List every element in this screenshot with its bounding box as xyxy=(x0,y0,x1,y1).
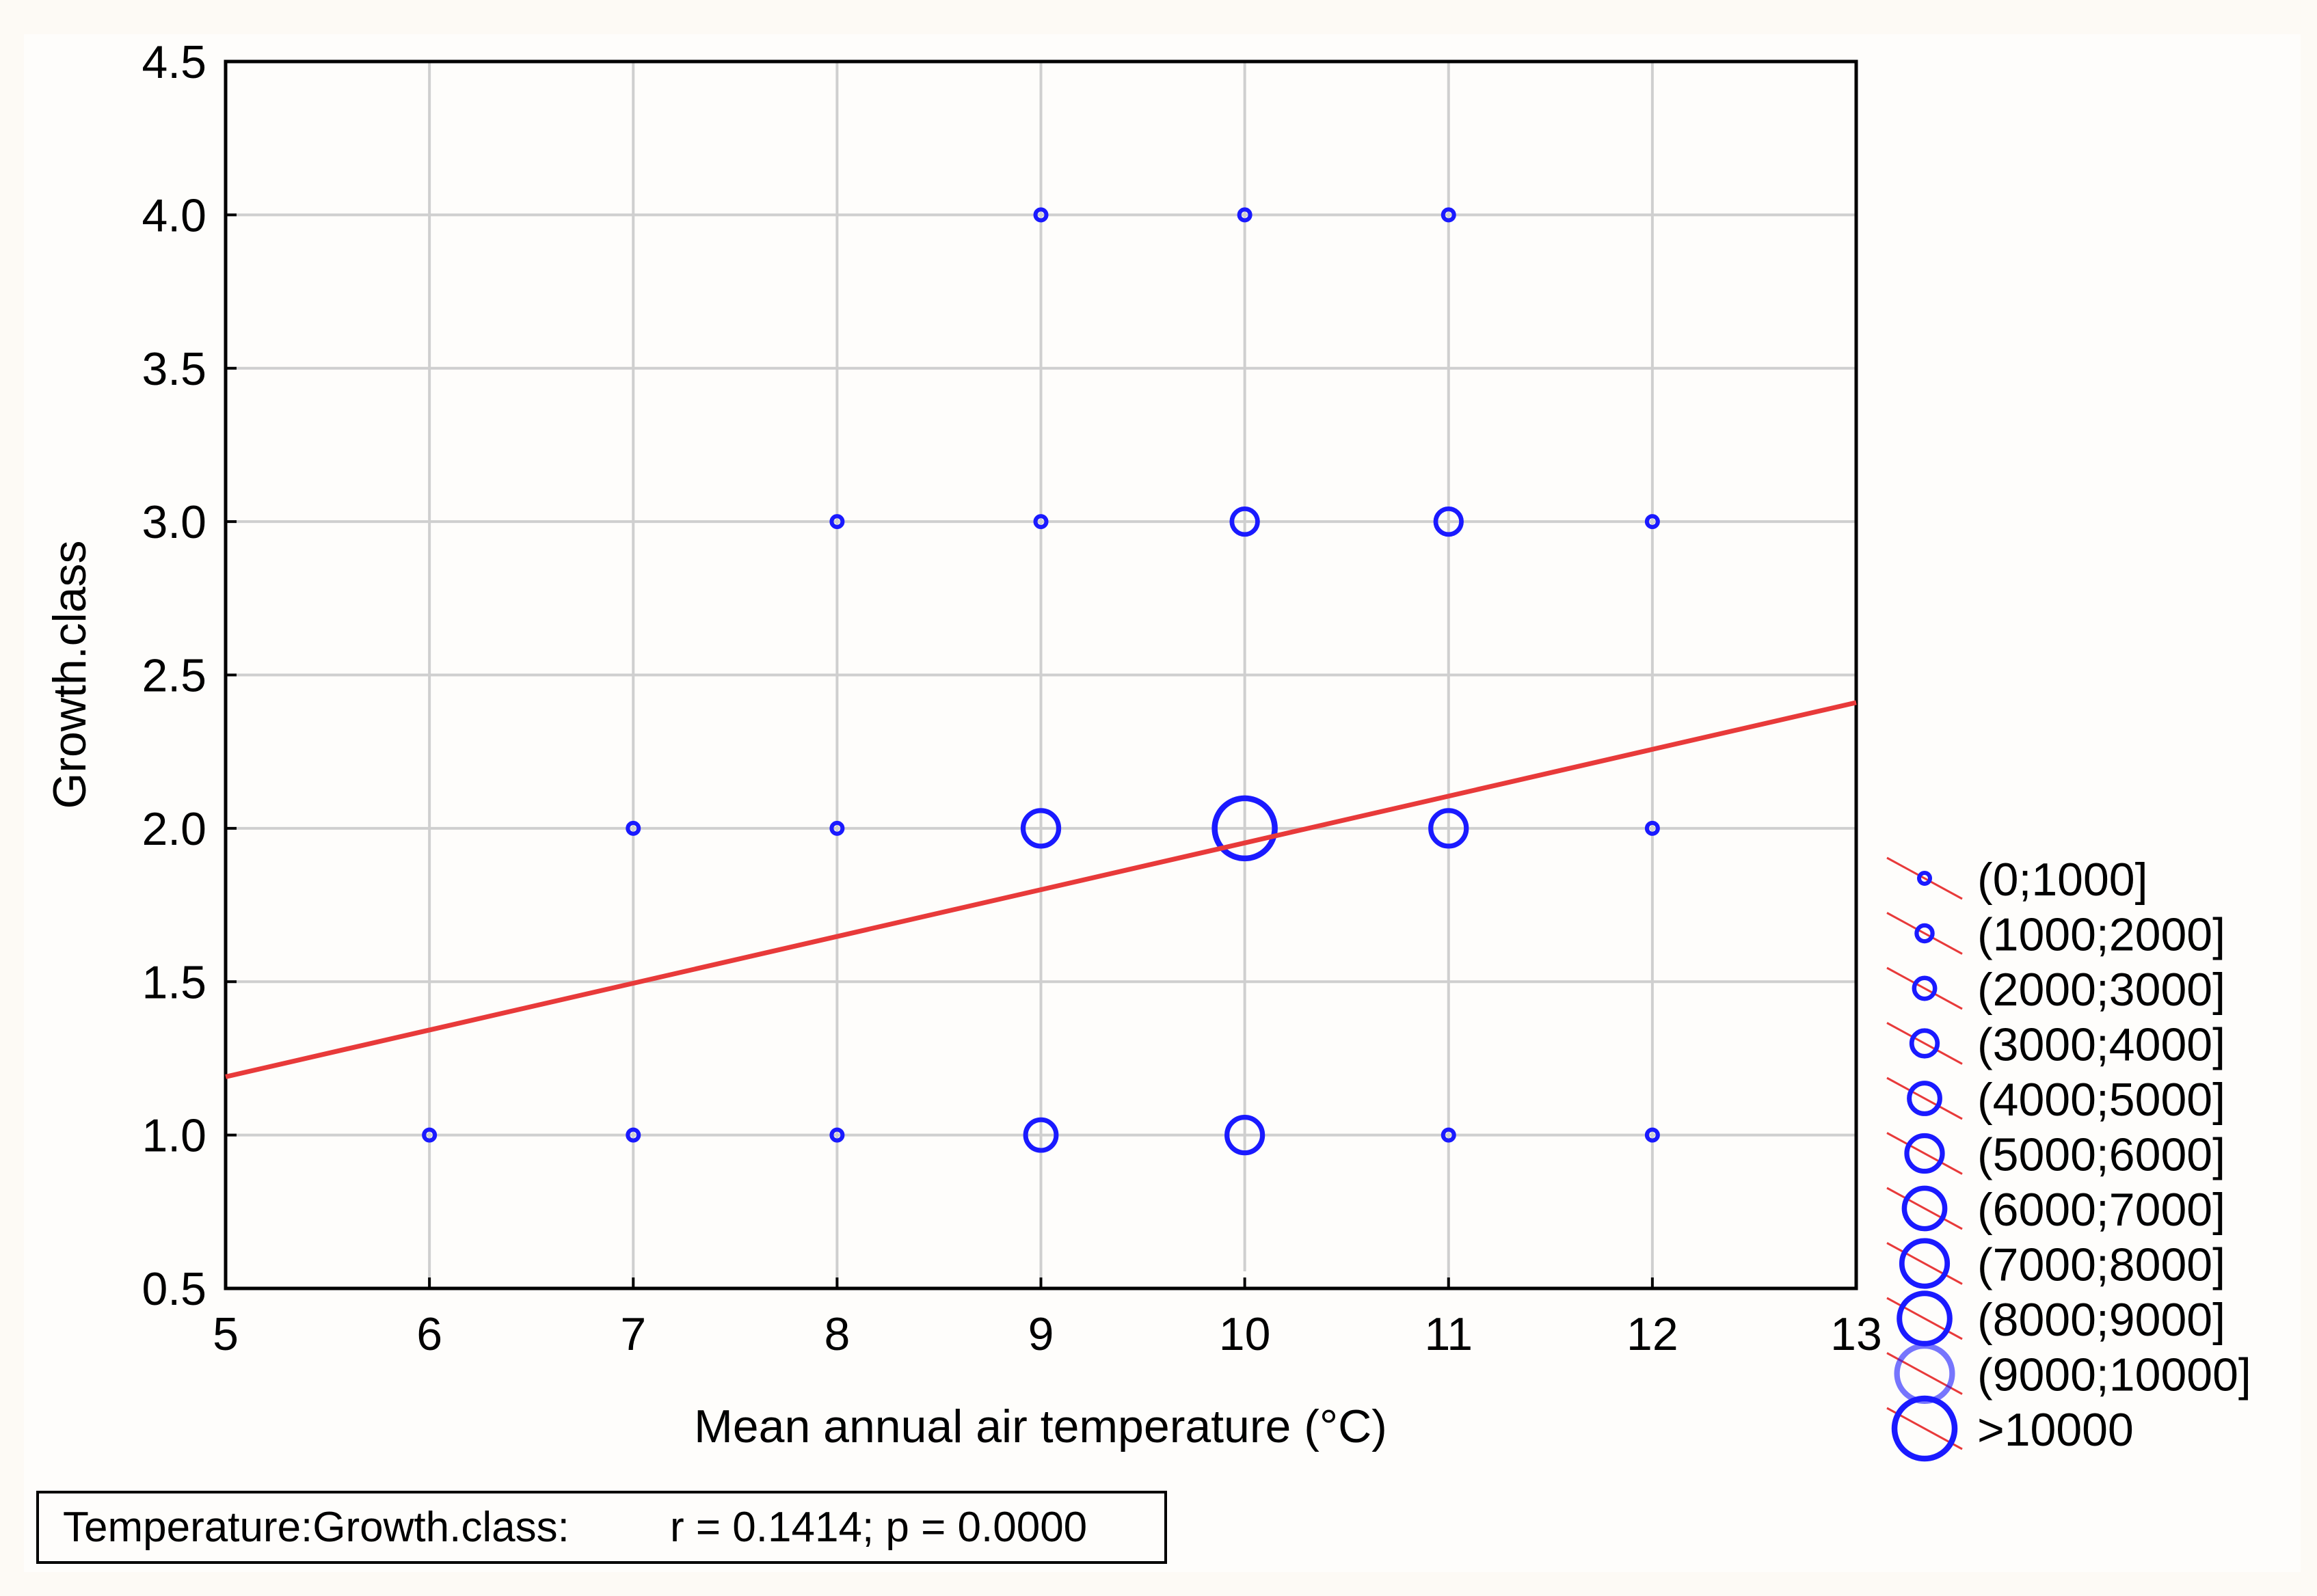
x-tick-label: 7 xyxy=(620,1308,646,1360)
legend-line-swatch xyxy=(1886,1022,1963,1065)
data-point xyxy=(1644,820,1660,836)
legend-label: (4000;5000] xyxy=(1977,1074,2225,1126)
grid xyxy=(226,62,1856,1288)
data-point xyxy=(1237,207,1253,223)
legend-bubble-swatch xyxy=(1909,1028,1940,1059)
data-point xyxy=(626,1127,641,1143)
legend-label: (3000;4000] xyxy=(1977,1019,2225,1071)
y-axis-label: Growth.class xyxy=(44,541,96,809)
legend-bubble-swatch xyxy=(1901,1185,1948,1232)
legend-label: (8000;9000] xyxy=(1977,1294,2225,1346)
legend-label: (2000;3000] xyxy=(1977,964,2225,1016)
stats-value: r = 0.1414; p = 0.0000 xyxy=(670,1504,1087,1551)
y-tick-label: 1.5 xyxy=(142,956,206,1008)
data-point xyxy=(1211,795,1278,862)
legend-line-swatch xyxy=(1886,966,1963,1010)
x-tick-label: 8 xyxy=(824,1308,850,1360)
legend-label: >10000 xyxy=(1977,1404,2134,1456)
x-tick-label: 6 xyxy=(416,1308,442,1360)
legend-bubble-swatch xyxy=(1891,1395,1958,1462)
y-tick-label: 4.0 xyxy=(142,189,206,241)
data-point xyxy=(1033,207,1049,223)
legend-line-swatch xyxy=(1886,1187,1963,1230)
y-tick-label: 3.0 xyxy=(142,496,206,548)
y-tick-label: 2.0 xyxy=(142,803,206,855)
stats-box: Temperature:Growth.class: r = 0.1414; p … xyxy=(36,1491,1167,1564)
y-tick-label: 3.5 xyxy=(142,343,206,395)
data-point xyxy=(1224,1115,1265,1156)
stats-label: Temperature:Growth.class: xyxy=(63,1504,570,1551)
x-tick-label: 9 xyxy=(1028,1308,1054,1360)
y-tick-label: 2.5 xyxy=(142,650,206,702)
legend-line-swatch xyxy=(1886,1297,1963,1340)
data-point xyxy=(829,1127,845,1143)
legend-line-swatch xyxy=(1886,1242,1963,1285)
legend-bubble-swatch xyxy=(1912,975,1938,1001)
stats-box-frame xyxy=(36,1491,1167,1564)
x-tick-label: 11 xyxy=(1424,1308,1473,1360)
data-point xyxy=(1023,1117,1059,1153)
x-axis-label: Mean annual air temperature (°C) xyxy=(694,1401,1387,1452)
data-point xyxy=(1433,506,1464,537)
data-point xyxy=(1441,207,1456,223)
x-tick-label: 13 xyxy=(1830,1308,1882,1360)
x-tick-label: 5 xyxy=(213,1308,239,1360)
data-point xyxy=(626,820,641,836)
y-tick-label: 1.0 xyxy=(142,1110,206,1162)
legend-bubble-swatch xyxy=(1899,1238,1951,1289)
data-point xyxy=(1020,808,1062,849)
data-point xyxy=(1229,506,1260,537)
data-point xyxy=(422,1127,438,1143)
legend-line-swatch xyxy=(1886,856,1963,900)
data-point xyxy=(1441,1127,1456,1143)
chart-panel xyxy=(24,34,2301,1572)
legend-label: (0;1000] xyxy=(1977,854,2148,906)
legend-label: (1000;2000] xyxy=(1977,909,2225,961)
legend-line-swatch xyxy=(1886,912,1963,955)
legend-bubble-swatch xyxy=(1904,1133,1945,1174)
data-point xyxy=(829,820,845,836)
regression-line xyxy=(225,700,1857,1079)
legend-bubble-swatch xyxy=(1917,871,1932,886)
data-point xyxy=(1428,808,1469,849)
y-tick-label: 4.5 xyxy=(142,36,206,88)
legend-label: (5000;6000] xyxy=(1977,1129,2225,1181)
data-point xyxy=(1033,514,1049,530)
legend-line-swatch xyxy=(1886,1077,1963,1120)
x-tick-label: 10 xyxy=(1219,1308,1271,1360)
data-point xyxy=(829,514,845,530)
legend-label: (9000;10000] xyxy=(1977,1349,2251,1401)
legend-line-swatch xyxy=(1886,1132,1963,1175)
legend-bubble-swatch xyxy=(1914,923,1935,944)
regression-layer xyxy=(225,700,1857,1079)
legend-bubble-swatch xyxy=(1907,1081,1942,1116)
legend-label: (6000;7000] xyxy=(1977,1184,2225,1236)
legend-label: (7000;8000] xyxy=(1977,1239,2225,1291)
data-point xyxy=(1644,514,1660,530)
x-tick-label: 12 xyxy=(1626,1308,1678,1360)
data-points xyxy=(422,207,1660,1156)
data-point xyxy=(1644,1127,1660,1143)
axis-ticks: 5 6 7 8 9 10 11 12 13 0.5 1.0 1.5 2.0 2.5 3.0 3.5 4.0 4.5 xyxy=(142,36,1881,1360)
legend: (0;1000](1000;2000](2000;3000](3000;4000… xyxy=(1886,854,2251,1462)
y-tick-label: 0.5 xyxy=(142,1263,206,1315)
